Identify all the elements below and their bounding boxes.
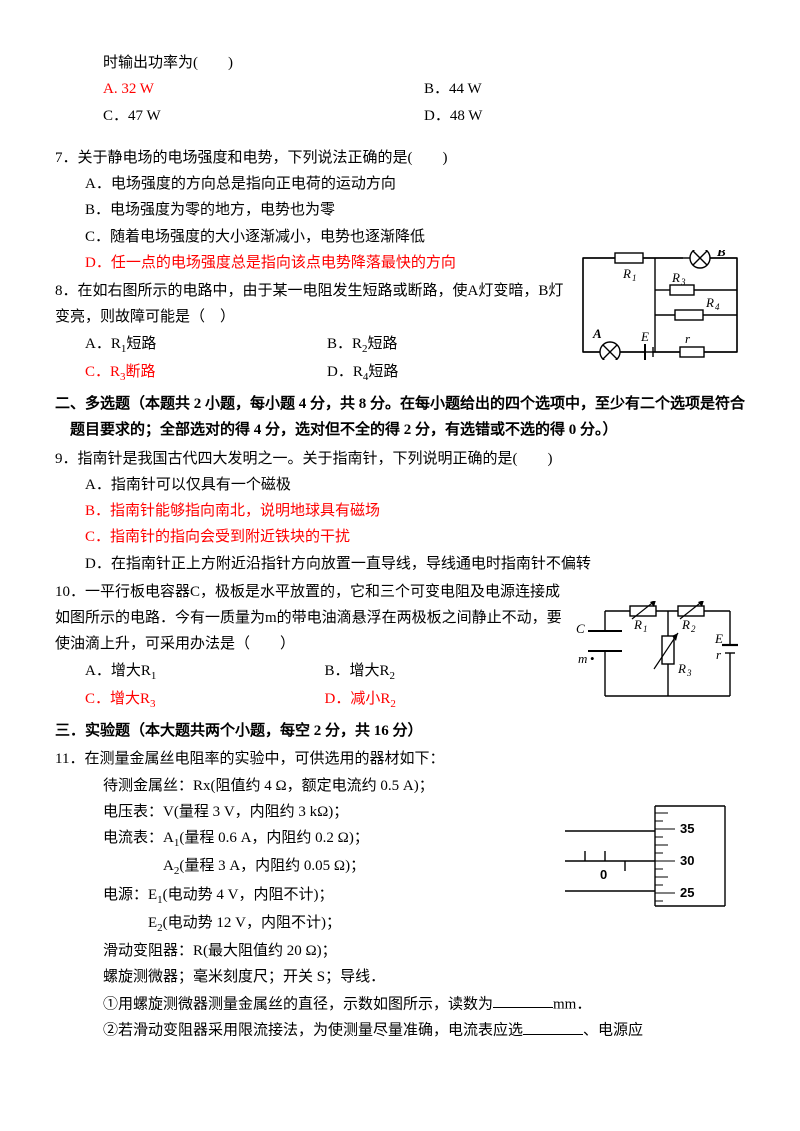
svg-text:•: •: [590, 651, 595, 666]
q8-optA: A．R1短路: [85, 331, 327, 359]
svg-text:1: 1: [643, 624, 648, 634]
q9-optC: C．指南针的指向会受到附近铁块的干扰: [85, 524, 745, 550]
blank-diameter: [493, 991, 553, 1009]
svg-text:3: 3: [686, 668, 692, 678]
q8: R1 B R3 R4 A E r 8．在如右图所示的电路中，由于某一电阻发生短路…: [55, 278, 745, 387]
q9-num: 9．: [55, 451, 78, 467]
svg-text:4: 4: [715, 302, 720, 312]
svg-text:1: 1: [632, 273, 637, 283]
q6-options-row1: A. 32 W B．44 W: [103, 76, 745, 102]
q9: 9．指南针是我国古代四大发明之一。关于指南针，下列说明正确的是( ) A．指南针…: [55, 446, 745, 577]
svg-text:E: E: [640, 329, 649, 344]
q11-l6: E2(电动势 12 V，内阻不计)；: [148, 910, 745, 938]
q6-options-row2: C．47 W D．48 W: [103, 103, 745, 129]
svg-text:C: C: [576, 621, 585, 636]
blank-ammeter: [523, 1017, 583, 1035]
svg-text:R: R: [677, 661, 686, 676]
section3-heading: 三．实验题（本大题共两个小题，每空 2 分，共 16 分）: [55, 718, 745, 744]
svg-text:r: r: [716, 647, 722, 662]
q11-l7: 滑动变阻器：R(最大阻值约 20 Ω)；: [103, 938, 745, 964]
svg-text:R: R: [705, 295, 714, 310]
q8-optC: C．R3断路: [85, 359, 327, 387]
svg-text:35: 35: [680, 821, 694, 836]
q9-optB: B．指南针能够指向南北，说明地球具有磁场: [85, 498, 745, 524]
q10-optA: A．增大R1: [85, 658, 325, 686]
q6-optD: D．48 W: [424, 103, 745, 129]
svg-text:R: R: [622, 266, 631, 281]
q10: C m• R1 R2 R3 E r 10．一平行板电容器C，极板是水平放置的，它…: [55, 579, 745, 714]
q8-stem: 在如右图所示的电路中，由于某一电阻发生短路或断路，使A灯变暗，B灯变亮，则故障可…: [55, 283, 563, 325]
svg-text:B: B: [716, 250, 726, 259]
q10-figure: C m• R1 R2 R3 E r: [570, 601, 745, 711]
svg-text:30: 30: [680, 853, 694, 868]
svg-text:R: R: [681, 617, 690, 632]
svg-text:R: R: [671, 270, 680, 285]
q11: 0 35 30 25 11．在测量金属丝电阻率的实验中，可供选用的器材如下： 待…: [55, 746, 745, 1044]
svg-text:E: E: [714, 631, 723, 646]
q10-optC: C．增大R3: [85, 686, 325, 714]
q6-optA: A. 32 W: [103, 76, 424, 102]
q11-num: 11．: [55, 751, 84, 767]
q8-optD: D．R4短路: [327, 359, 569, 387]
q11-p1: ①用螺旋测微器测量金属丝的直径，示数如图所示，读数为mm．: [103, 991, 745, 1018]
q6-optC: C．47 W: [103, 103, 424, 129]
q6-stem-tail: 时输出功率为( ): [103, 50, 745, 76]
q8-num: 8．: [55, 283, 78, 299]
svg-text:0: 0: [600, 867, 607, 882]
q7-optC: C．随着电场强度的大小逐渐减小，电势也逐渐降低: [85, 224, 745, 250]
svg-text:R: R: [633, 617, 642, 632]
q11-l8: 螺旋测微器；毫米刻度尺；开关 S；导线．: [103, 964, 745, 990]
q9-stem: 指南针是我国古代四大发明之一。关于指南针，下列说明正确的是( ): [78, 451, 553, 467]
svg-text:m: m: [578, 651, 587, 666]
q11-stem: 在测量金属丝电阻率的实验中，可供选用的器材如下：: [84, 751, 444, 767]
q8-figure: R1 B R3 R4 A E r: [575, 250, 745, 360]
q11-p2: ②若滑动变阻器采用限流接法，为使测量尽量准确，电流表应选、电源应: [103, 1017, 745, 1044]
svg-text:2: 2: [691, 624, 696, 634]
q7-num: 7．: [55, 150, 78, 166]
q6-optB: B．44 W: [424, 76, 745, 102]
q7-stem: 关于静电场的电场强度和电势，下列说法正确的是( ): [78, 150, 448, 166]
q9-optA: A．指南针可以仅具有一个磁极: [85, 472, 745, 498]
q11-figure: 0 35 30 25: [560, 801, 745, 911]
q7-optA: A．电场强度的方向总是指向正电荷的运动方向: [85, 171, 745, 197]
q10-optB: B．增大R2: [325, 658, 565, 686]
q7-optB: B．电场强度为零的地方，电势也为零: [85, 197, 745, 223]
svg-text:A: A: [592, 326, 602, 341]
q9-optD: D．在指南针正上方附近沿指针方向放置一直导线，导线通电时指南针不偏转: [85, 551, 745, 577]
q10-num: 10．: [55, 584, 85, 600]
q10-stem: 一平行板电容器C，极板是水平放置的，它和三个可变电阻及电源连接成如图所示的电路．…: [55, 584, 562, 653]
svg-text:25: 25: [680, 885, 694, 900]
section2-heading: 二、多选题（本题共 2 小题，每小题 4 分，共 8 分。在每小题给出的四个选项…: [70, 391, 745, 444]
q10-optD: D．减小R2: [325, 686, 565, 714]
svg-text:r: r: [685, 331, 691, 346]
q8-optB: B．R2短路: [327, 331, 569, 359]
q11-l1: 待测金属丝：Rx(阻值约 4 Ω，额定电流约 0.5 A)；: [103, 773, 745, 799]
svg-text:3: 3: [680, 277, 686, 287]
